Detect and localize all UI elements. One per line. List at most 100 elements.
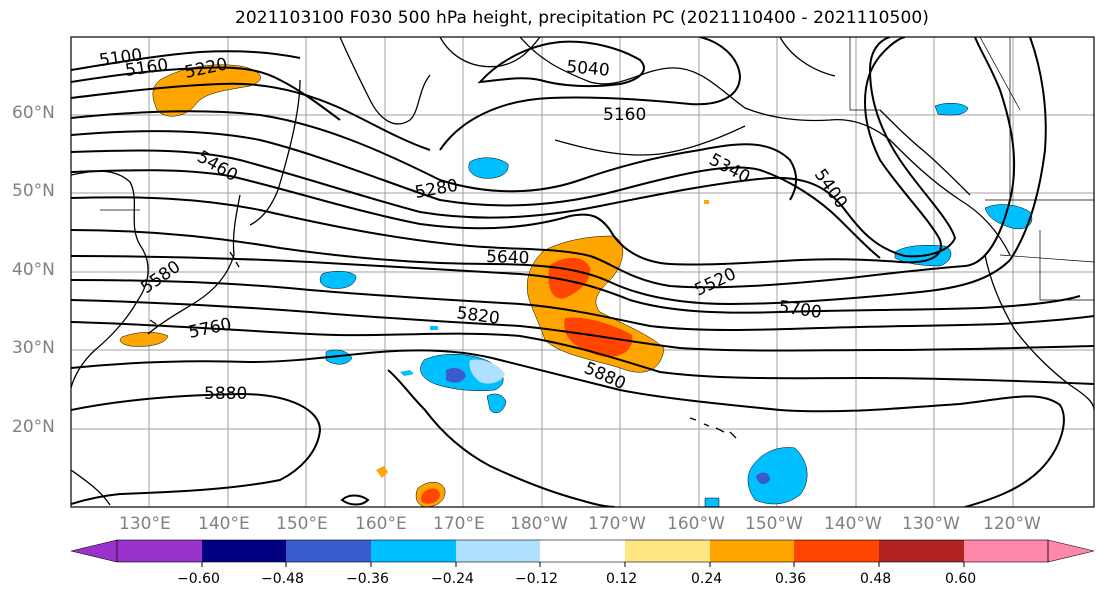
colorbar-high-extend [1047,539,1095,563]
contour-5040 [477,40,645,88]
coastlines [71,37,1094,506]
lat-label: 60°N [12,103,55,123]
contour-5700 [71,279,1094,331]
map-content [71,37,1094,507]
colorbar-label: −0.60 [177,571,220,587]
lat-label: 50°N [12,181,55,201]
colorbar-label: 0.12 [606,571,638,587]
positive-anomaly-kamchatka [152,64,261,117]
lon-label: 150°W [745,514,803,534]
negative-anomaly-small-7 [400,370,414,376]
coast-south-asia [71,469,111,506]
colorbar-label: −0.48 [261,571,304,587]
contour-5880-a [71,349,1065,507]
colorbar-ticks [201,562,965,567]
contour-label: 5160 [603,105,646,125]
negative-anomaly-bering [468,157,509,179]
coast-hawaii [689,417,737,439]
colorbar-swatch [879,540,964,562]
coast-bc [879,109,971,196]
contour-5460 [71,37,942,266]
coast-kamchatka [339,37,431,125]
contour-label: 5460 [194,147,241,186]
negative-anomaly-ep-core [756,472,770,485]
lon-label: 170°E [433,514,485,534]
colorbar-swatch [117,540,202,562]
colorbar-swatch [286,540,371,562]
coast-asia [71,170,149,389]
contour-label: 5580 [137,257,184,298]
coast-islands-west [149,251,240,325]
lat-label: 20°N [12,417,55,437]
colorbar-label: 0.48 [860,571,892,587]
contour-5880-b [71,392,322,505]
lon-label: 160°W [667,514,725,534]
negative-anomaly-small-3 [486,393,507,413]
colorbar-low-extend [70,539,118,563]
negative-anomaly-small-5 [704,497,720,507]
contour-label: 5400 [810,165,851,212]
colorbar-swatch [202,540,286,562]
contour-label: 5040 [566,57,611,81]
negative-anomaly-east-pacific [747,447,808,505]
colorbar-swatch [456,540,540,562]
negative-anomaly-small-4 [325,349,353,365]
contour-5520 [71,37,1016,289]
colorbar-swatch [710,540,794,562]
negative-anomaly-west-pacific [319,271,357,289]
lon-label: 170°W [588,514,646,534]
map-title: 2021103100 F030 500 hPa height, precipit… [234,8,930,28]
contour-5580 [71,37,1047,306]
coast-alaska [519,37,1011,256]
positive-anomaly-dot [704,200,709,204]
map-frame [70,36,1095,508]
lon-label: 130°E [119,514,171,534]
contour-5880-c [387,369,616,507]
lon-label: 140°E [198,514,250,534]
contour-5220 [71,82,431,151]
colorbar-label: −0.24 [431,571,474,587]
colorbar-label: 0.60 [945,571,977,587]
colorbar-swatch [964,540,1048,562]
positive-anomaly-japan [119,332,169,347]
colorbar-swatch [794,540,879,562]
negative-anomaly-bc [934,103,969,116]
light-negative-fringe [469,359,505,384]
lon-label: 140°W [824,514,882,534]
lon-label: 180°W [510,514,568,534]
coast-kamchatka-peninsula [249,79,301,226]
political-borders [100,37,1094,301]
contour-5100 [71,50,301,71]
colorbar-label: −0.12 [515,571,558,587]
coast-aleutians [554,125,746,156]
contour-label: 5880 [204,384,247,404]
colorbar-swatch [540,540,625,562]
lat-label: 30°N [12,338,55,358]
positive-anomaly-small-2 [376,466,388,478]
negative-anomaly-small-6 [430,326,438,330]
coast-alaska-north [779,37,836,77]
contour-5760 [71,299,1094,352]
contour-5340 [71,130,881,259]
contour-5280 [71,110,797,201]
contour-5880-small [340,494,370,506]
lon-label: 130°W [902,514,960,534]
colorbar-swatch [625,540,710,562]
lon-label: 160°E [355,514,407,534]
contour-5160-east [439,37,742,151]
coast-north-america [984,254,1094,411]
colorbar-label: 0.24 [691,571,723,587]
colorbar [70,539,1095,567]
colorbar-label: −0.36 [346,571,389,587]
contour-5400 [71,37,957,258]
colorbar-swatch [371,540,456,562]
colorbar-label: 0.36 [775,571,807,587]
lon-label: 120°W [983,514,1041,534]
contour-label: 5760 [187,314,233,343]
contour-label: 5280 [413,176,459,203]
lon-label: 150°E [276,514,328,534]
contour-label: 5640 [486,247,530,268]
height-contours [71,37,1094,507]
coast-japan [147,194,241,335]
